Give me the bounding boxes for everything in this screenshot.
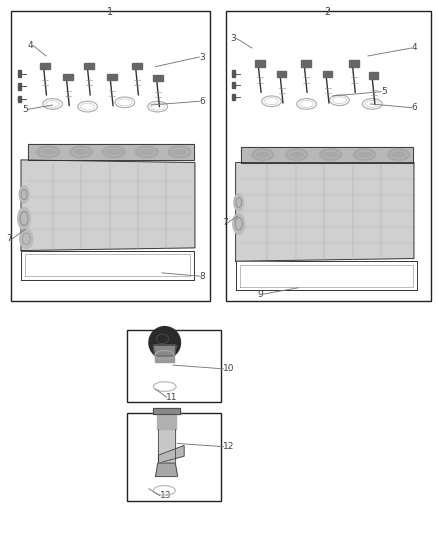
Ellipse shape: [233, 213, 245, 235]
Polygon shape: [236, 163, 414, 261]
Polygon shape: [323, 71, 332, 77]
Polygon shape: [301, 60, 311, 67]
Polygon shape: [18, 70, 21, 77]
Ellipse shape: [168, 146, 191, 158]
Polygon shape: [241, 147, 413, 163]
Polygon shape: [158, 429, 175, 463]
Polygon shape: [232, 82, 235, 88]
Polygon shape: [349, 60, 359, 67]
Polygon shape: [277, 71, 286, 77]
Ellipse shape: [286, 149, 307, 160]
Ellipse shape: [149, 327, 180, 359]
Polygon shape: [28, 144, 194, 160]
Text: 4: 4: [412, 44, 417, 52]
Text: 5: 5: [23, 105, 28, 114]
Polygon shape: [153, 345, 176, 356]
Polygon shape: [40, 63, 50, 69]
Text: 4: 4: [27, 41, 33, 50]
Text: 9: 9: [257, 290, 263, 298]
Text: 5: 5: [381, 87, 387, 96]
Ellipse shape: [20, 229, 33, 248]
Ellipse shape: [320, 149, 342, 160]
Bar: [11, 11, 210, 301]
Polygon shape: [153, 75, 163, 81]
Text: 8: 8: [199, 272, 205, 280]
Text: 7: 7: [7, 235, 12, 243]
Bar: [127, 413, 221, 501]
Polygon shape: [21, 160, 195, 251]
Text: 1: 1: [107, 7, 113, 17]
Polygon shape: [159, 446, 184, 463]
Ellipse shape: [388, 149, 410, 160]
Text: 11: 11: [166, 393, 178, 401]
Text: 3: 3: [231, 34, 237, 43]
Polygon shape: [157, 410, 176, 429]
Bar: [127, 330, 221, 402]
Text: 6: 6: [199, 97, 205, 106]
Text: 13: 13: [160, 491, 171, 500]
Ellipse shape: [102, 146, 125, 158]
Ellipse shape: [234, 194, 244, 211]
Polygon shape: [369, 72, 378, 79]
Polygon shape: [153, 408, 180, 414]
Ellipse shape: [19, 186, 29, 203]
Text: 2: 2: [325, 7, 331, 17]
Ellipse shape: [70, 146, 92, 158]
Polygon shape: [232, 94, 235, 100]
Ellipse shape: [37, 146, 60, 158]
Polygon shape: [84, 63, 94, 69]
Polygon shape: [18, 96, 21, 102]
Polygon shape: [155, 463, 177, 477]
Text: 12: 12: [223, 442, 235, 451]
Polygon shape: [63, 74, 73, 80]
Polygon shape: [255, 60, 265, 67]
Text: 7: 7: [222, 219, 228, 227]
Polygon shape: [155, 355, 174, 362]
Ellipse shape: [353, 149, 375, 160]
Polygon shape: [132, 63, 142, 69]
Text: 3: 3: [199, 53, 205, 61]
Text: 6: 6: [412, 103, 417, 112]
Text: 10: 10: [223, 365, 235, 373]
Polygon shape: [232, 70, 235, 77]
Ellipse shape: [135, 146, 158, 158]
Polygon shape: [107, 74, 117, 80]
Bar: [226, 11, 431, 301]
Ellipse shape: [18, 207, 30, 230]
Polygon shape: [18, 83, 21, 90]
Ellipse shape: [252, 149, 274, 160]
